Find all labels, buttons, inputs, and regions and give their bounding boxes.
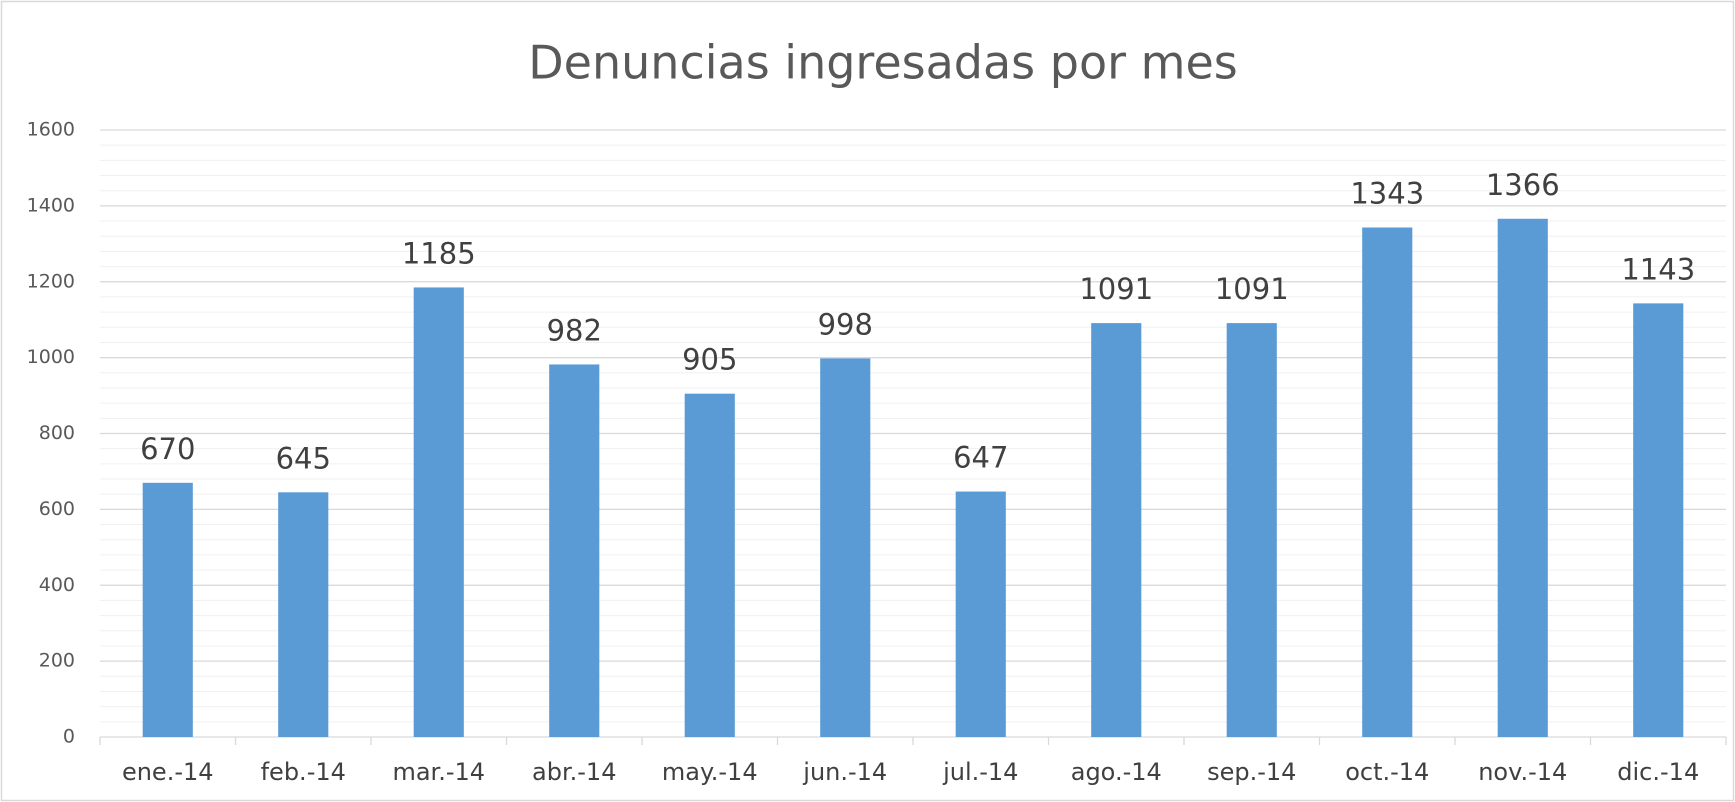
x-tick-label: nov.-14 — [1478, 758, 1567, 786]
y-tick-label: 1200 — [27, 270, 75, 292]
data-label: 1366 — [1486, 168, 1560, 202]
bar — [955, 491, 1006, 737]
y-tick-label: 400 — [39, 574, 75, 596]
x-tick-label: may.-14 — [662, 758, 758, 786]
chart-title: Denuncias ingresadas por mes — [528, 36, 1237, 90]
bar — [278, 492, 329, 737]
bar — [1226, 323, 1277, 737]
x-tick-label: jun.-14 — [802, 758, 887, 786]
x-tick-label: feb.-14 — [261, 758, 346, 786]
y-tick-label: 1400 — [27, 194, 75, 216]
data-label: 645 — [276, 441, 331, 475]
data-label: 905 — [682, 343, 737, 377]
bar — [1091, 323, 1142, 737]
y-tick-label: 200 — [39, 650, 75, 672]
bar — [549, 364, 600, 737]
data-label: 670 — [140, 432, 195, 466]
data-label: 1343 — [1350, 176, 1424, 210]
x-tick-label: ene.-14 — [122, 758, 214, 786]
y-tick-label: 1000 — [27, 346, 75, 368]
x-tick-label: abr.-14 — [532, 758, 616, 786]
x-tick-label: mar.-14 — [392, 758, 485, 786]
data-label: 647 — [953, 441, 1008, 475]
bar — [1633, 303, 1684, 737]
x-tick-label: oct.-14 — [1345, 758, 1429, 786]
data-label: 982 — [547, 313, 602, 347]
bar — [684, 393, 735, 737]
bar — [413, 287, 464, 737]
y-tick-label: 600 — [39, 498, 75, 520]
x-tick-label: ago.-14 — [1071, 758, 1162, 786]
y-tick-label: 0 — [63, 726, 75, 748]
bar — [1362, 227, 1413, 737]
x-tick-label: dic.-14 — [1617, 758, 1699, 786]
data-label: 1091 — [1215, 272, 1289, 306]
y-tick-label: 800 — [39, 422, 75, 444]
bar — [1497, 218, 1548, 737]
bar — [142, 482, 193, 737]
data-label: 1091 — [1079, 272, 1153, 306]
data-label: 1143 — [1621, 252, 1695, 286]
data-label: 998 — [818, 307, 873, 341]
data-label: 1185 — [402, 236, 476, 270]
y-tick-label: 1600 — [27, 119, 75, 141]
bar — [820, 358, 871, 737]
x-tick-label: sep.-14 — [1207, 758, 1296, 786]
x-tick-label: jul.-14 — [942, 758, 1018, 786]
